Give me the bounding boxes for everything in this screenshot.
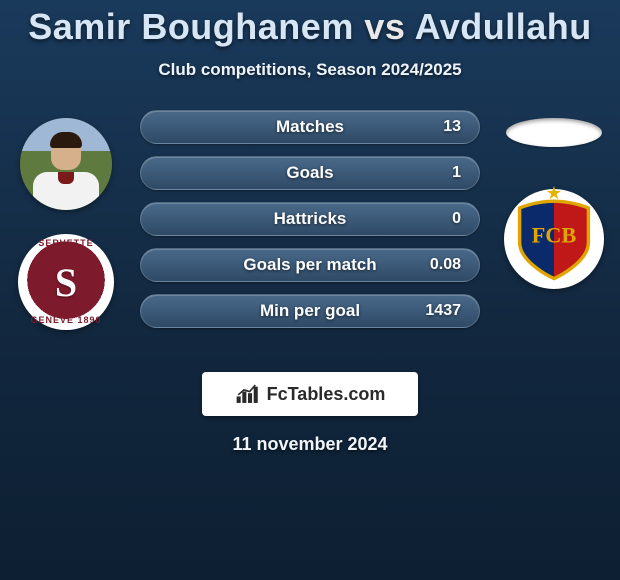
- stat-right: 1: [452, 164, 461, 182]
- stat-label: Min per goal: [260, 301, 360, 321]
- subtitle: Club competitions, Season 2024/2025: [0, 60, 620, 80]
- stat-label: Goals per match: [243, 255, 376, 275]
- stat-right: 13: [443, 118, 461, 136]
- stat-right: 0: [452, 210, 461, 228]
- stat-row-goals-per-match: Goals per match 0.08: [140, 248, 480, 282]
- branding-badge: FcTables.com: [202, 372, 418, 416]
- stat-right: 0.08: [430, 256, 461, 274]
- stat-row-matches: Matches 13: [140, 110, 480, 144]
- basel-monogram: FCB: [532, 222, 577, 247]
- branding-text: FcTables.com: [267, 384, 386, 405]
- stat-label: Goals: [286, 163, 333, 183]
- servette-crest: SERVETTE S GENEVE 1890: [18, 234, 114, 330]
- bar-chart-icon: [235, 383, 261, 405]
- stat-row-goals: Goals 1: [140, 156, 480, 190]
- date-label: 11 november 2024: [0, 434, 620, 455]
- stat-row-hattricks: Hattricks 0: [140, 202, 480, 236]
- right-column: ★ FCB: [494, 110, 614, 289]
- player2-name: Avdullahu: [415, 6, 592, 47]
- crest-text-bottom: GENEVE 1890: [18, 315, 114, 325]
- comparison-body: SERVETTE S GENEVE 1890 ★ FCB M: [0, 110, 620, 350]
- crest-text-top: SERVETTE: [18, 238, 114, 248]
- player1-name: Samir Boughanem: [28, 6, 354, 47]
- stat-label: Hattricks: [274, 209, 347, 229]
- left-column: SERVETTE S GENEVE 1890: [6, 110, 126, 330]
- stat-label: Matches: [276, 117, 344, 137]
- vs-label: vs: [364, 6, 405, 47]
- stat-rows: Matches 13 Goals 1 Hattricks 0 Goals per…: [140, 110, 480, 328]
- stat-row-min-per-goal: Min per goal 1437: [140, 294, 480, 328]
- comparison-title: Samir Boughanem vs Avdullahu: [0, 0, 620, 48]
- stat-right: 1437: [425, 302, 461, 320]
- crest-monogram: S: [55, 259, 77, 306]
- basel-crest: ★ FCB: [504, 189, 604, 289]
- player1-avatar: [20, 118, 112, 210]
- star-icon: ★: [546, 183, 562, 204]
- player2-placeholder-oval: [506, 118, 602, 147]
- basel-shield-icon: FCB: [511, 196, 597, 282]
